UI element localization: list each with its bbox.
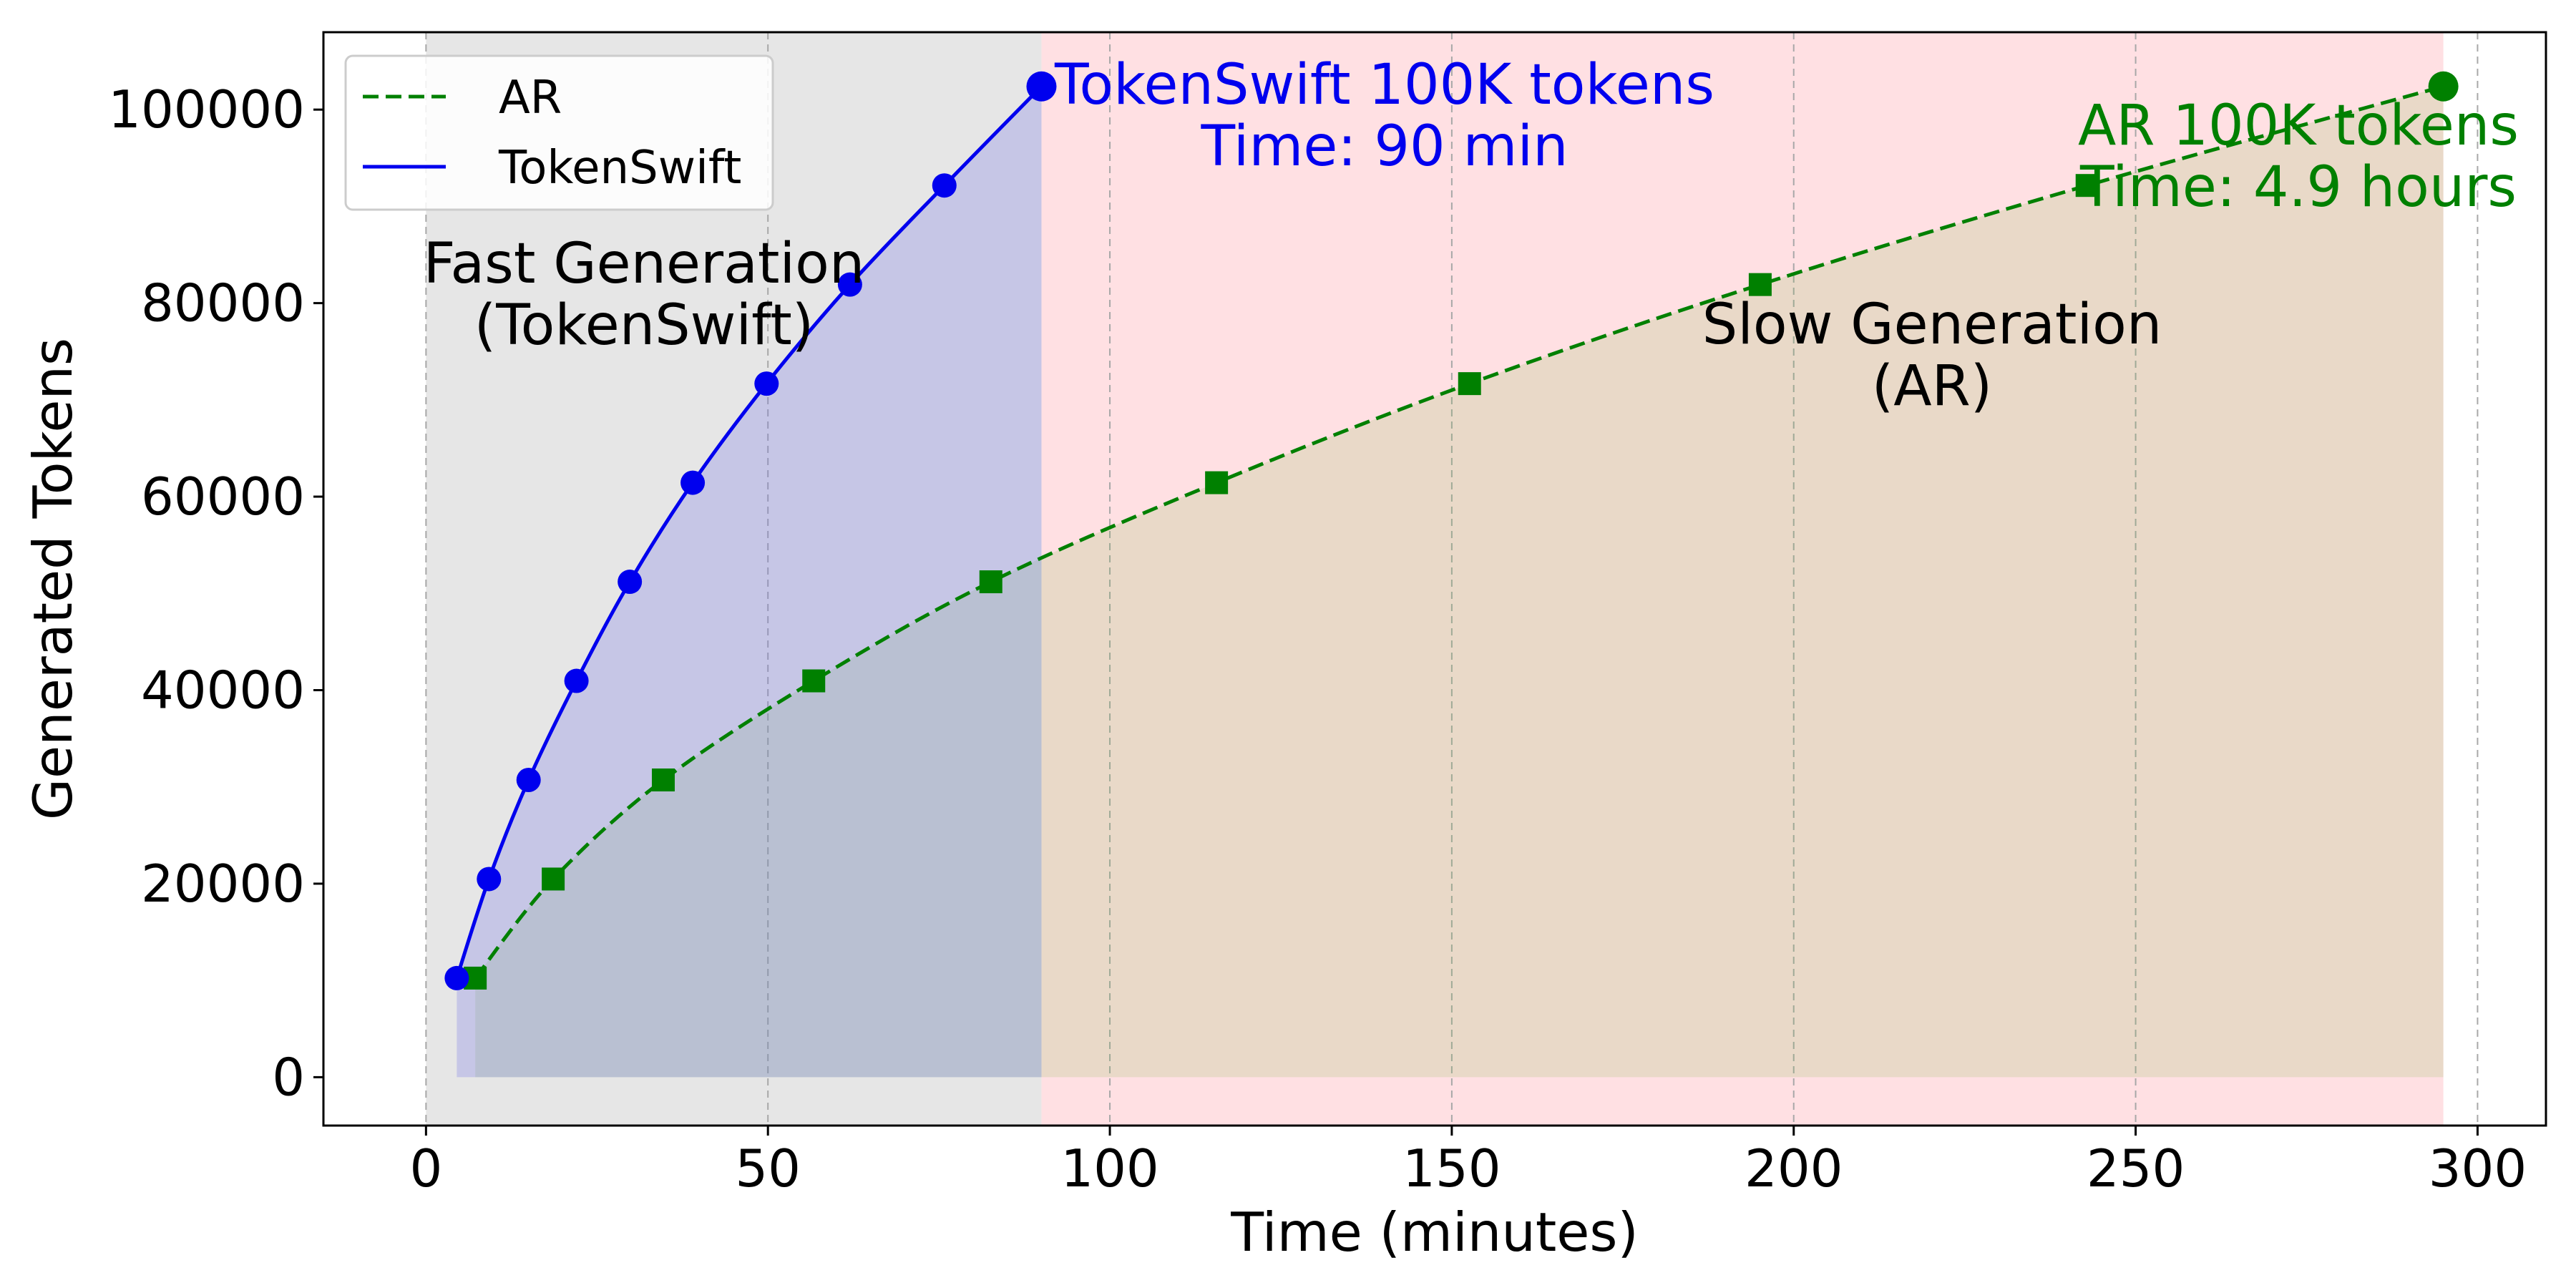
plot-frame — [322, 31, 2547, 1127]
x-tick-label: 100 — [1060, 1138, 1158, 1199]
annotations: Fast Generation(TokenSwift) Slow Generati… — [424, 53, 2519, 419]
ar-point — [802, 669, 826, 693]
tokenswift-point — [837, 272, 862, 297]
series-markers — [444, 71, 2459, 990]
x-tick-label: 300 — [2429, 1138, 2527, 1199]
tokenswift-point — [680, 470, 706, 495]
background-regions — [426, 32, 2444, 1126]
x-tick-label: 200 — [1745, 1138, 1843, 1199]
annotation-fast-line: (TokenSwift) — [474, 293, 814, 358]
legend-box — [344, 54, 774, 211]
y-tick-label: 80000 — [141, 273, 305, 333]
tokenswift-point — [477, 867, 502, 892]
ar-point — [1748, 273, 1772, 296]
ar-point — [651, 768, 675, 791]
x-tick-label: 250 — [2087, 1138, 2185, 1199]
ar-area — [475, 86, 2444, 1078]
region-slow — [1041, 32, 2444, 1126]
x-axis: 0 50 100 150 200 250 300 — [409, 1126, 2527, 1199]
annotation-ar-end-line: AR 100K tokens — [2078, 94, 2519, 158]
tokenswift-point — [444, 965, 469, 990]
region-fast — [426, 32, 1042, 1126]
legend-label-ar: AR — [499, 72, 562, 125]
annotation-ts-end-line: Time: 90 min — [1200, 114, 1568, 179]
ar-point — [2428, 71, 2459, 102]
ar-point — [1205, 471, 1229, 494]
tokenswift-point — [932, 173, 957, 198]
ar-point — [979, 570, 1002, 594]
y-axis: 0 20000 40000 60000 80000 100000 — [108, 79, 323, 1107]
annotation-fast-line: Fast Generation — [424, 232, 865, 296]
annotation-slow-line: Slow Generation — [1702, 293, 2162, 357]
legend: AR TokenSwift — [344, 54, 774, 211]
x-axis-label: Time (minutes) — [1230, 1201, 1639, 1264]
annotation-ts-end-line: TokenSwift 100K tokens — [1054, 53, 1714, 117]
legend-label-tokenswift: TokenSwift — [498, 142, 741, 195]
y-axis-label: Generated Tokens — [21, 338, 84, 820]
y-tick-label: 100000 — [108, 79, 305, 140]
tokenswift-point — [516, 767, 541, 792]
x-tick-label: 50 — [735, 1138, 801, 1199]
y-tick-label: 0 — [272, 1047, 305, 1107]
annotation-ar-end-line: Time: 4.9 hours — [2079, 155, 2517, 220]
tokenswift-point — [1026, 71, 1057, 102]
tokenswift-point — [564, 668, 589, 693]
ar-point — [2075, 174, 2099, 197]
y-tick-label: 40000 — [141, 660, 305, 721]
tokenswift-point — [618, 570, 643, 595]
x-tick-label: 0 — [409, 1138, 442, 1199]
ar-point — [542, 867, 565, 891]
tokenswift-point — [754, 371, 779, 396]
ar-point — [1458, 372, 1481, 396]
x-tick-label: 150 — [1402, 1138, 1501, 1199]
annotation-slow-line: (AR) — [1872, 354, 1992, 419]
tokenswift-line — [455, 84, 1043, 979]
y-tick-label: 60000 — [141, 467, 305, 527]
y-tick-label: 20000 — [141, 854, 305, 914]
